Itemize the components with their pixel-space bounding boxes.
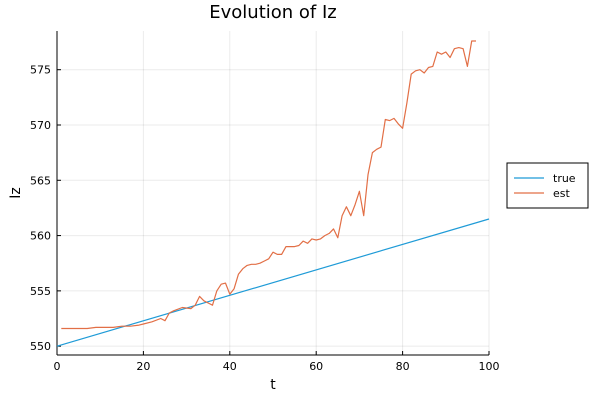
y-axis-label: Iz — [8, 187, 24, 198]
series-line-true — [56, 218, 490, 347]
legend: true est — [506, 162, 589, 209]
y-tick-label: 570 — [30, 119, 51, 132]
y-tick-label: 575 — [30, 64, 51, 77]
x-axis-label: t — [270, 377, 276, 393]
grid — [56, 31, 490, 355]
legend-label-true: true — [553, 172, 576, 185]
y-tick-label: 550 — [30, 340, 51, 353]
series-line-est — [61, 40, 476, 330]
x-tick-label: 80 — [396, 360, 410, 373]
x-tick-label: 60 — [309, 360, 323, 373]
y-tick-label: 560 — [30, 230, 51, 243]
chart-title: Evolution of Iz — [209, 2, 336, 23]
series-lines — [56, 40, 490, 347]
legend-label-est: est — [553, 187, 570, 200]
y-tick-label: 565 — [30, 174, 51, 187]
tick-labels: 0 20 40 60 80 100 550 555 560 565 570 575 — [30, 64, 500, 373]
x-tick-label: 0 — [54, 360, 61, 373]
x-tick-label: 100 — [479, 360, 500, 373]
x-tick-label: 40 — [223, 360, 237, 373]
y-tick-label: 555 — [30, 285, 51, 298]
axes — [56, 31, 490, 356]
x-tick-label: 20 — [136, 360, 150, 373]
legend-box — [506, 162, 589, 209]
